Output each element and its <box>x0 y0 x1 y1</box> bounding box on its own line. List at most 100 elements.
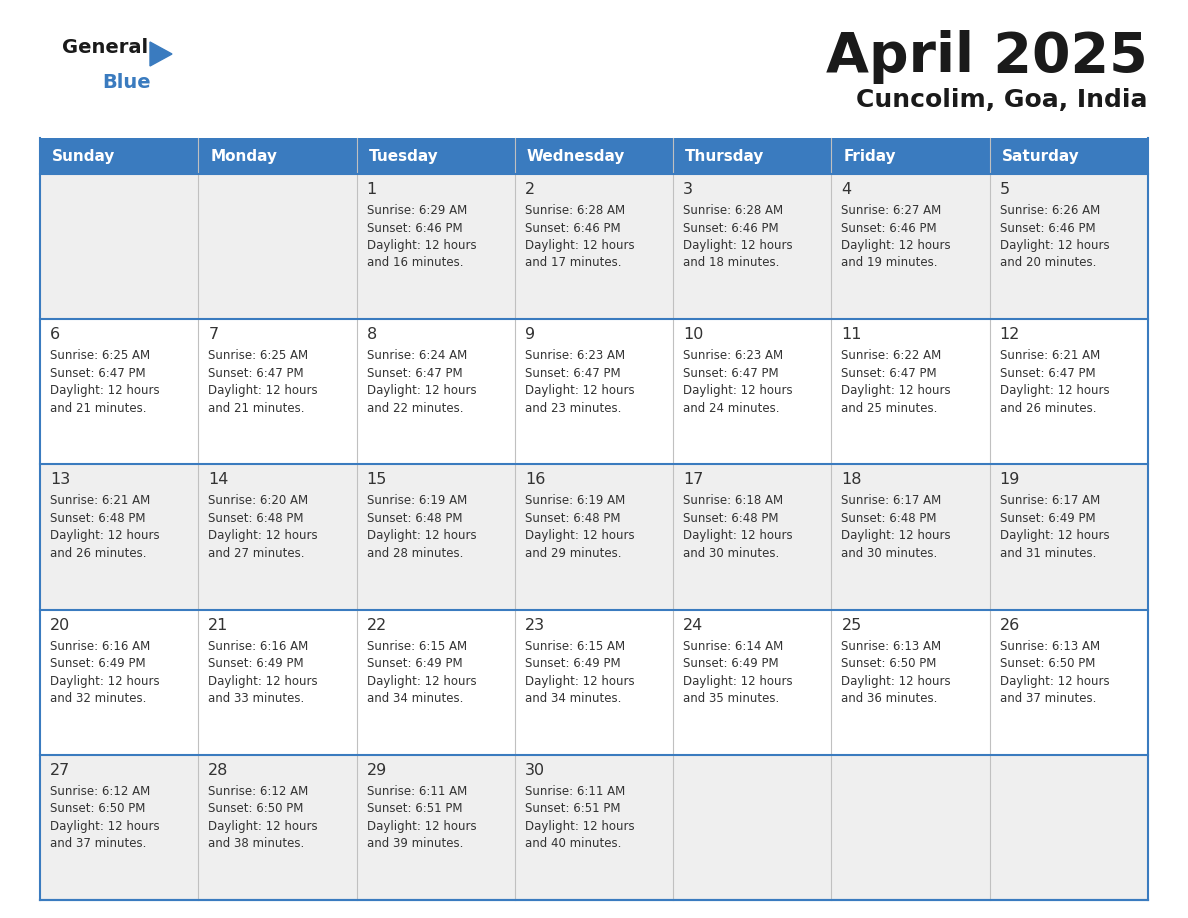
Text: Daylight: 12 hours: Daylight: 12 hours <box>208 530 318 543</box>
Text: Daylight: 12 hours: Daylight: 12 hours <box>367 385 476 397</box>
Text: and 39 minutes.: and 39 minutes. <box>367 837 463 850</box>
Text: Sunrise: 6:16 AM: Sunrise: 6:16 AM <box>208 640 309 653</box>
Text: and 26 minutes.: and 26 minutes. <box>1000 402 1097 415</box>
Text: Sunrise: 6:28 AM: Sunrise: 6:28 AM <box>525 204 625 217</box>
Text: and 37 minutes.: and 37 minutes. <box>1000 692 1097 705</box>
Text: Sunset: 6:47 PM: Sunset: 6:47 PM <box>208 366 304 380</box>
Text: and 17 minutes.: and 17 minutes. <box>525 256 621 270</box>
Text: and 34 minutes.: and 34 minutes. <box>525 692 621 705</box>
Text: Sunset: 6:50 PM: Sunset: 6:50 PM <box>841 657 937 670</box>
Text: Sunset: 6:48 PM: Sunset: 6:48 PM <box>367 512 462 525</box>
Text: and 27 minutes.: and 27 minutes. <box>208 547 305 560</box>
Text: 19: 19 <box>1000 473 1020 487</box>
Text: and 16 minutes.: and 16 minutes. <box>367 256 463 270</box>
Text: and 22 minutes.: and 22 minutes. <box>367 402 463 415</box>
Text: Blue: Blue <box>102 73 151 92</box>
Text: 12: 12 <box>1000 327 1020 342</box>
Text: Sunrise: 6:17 AM: Sunrise: 6:17 AM <box>1000 495 1100 508</box>
Text: Daylight: 12 hours: Daylight: 12 hours <box>367 239 476 252</box>
Text: 1: 1 <box>367 182 377 197</box>
Text: Sunrise: 6:16 AM: Sunrise: 6:16 AM <box>50 640 150 653</box>
Text: Daylight: 12 hours: Daylight: 12 hours <box>367 820 476 833</box>
Text: 9: 9 <box>525 327 535 342</box>
Bar <box>40 174 1148 319</box>
Text: 6: 6 <box>50 327 61 342</box>
Text: Sunset: 6:47 PM: Sunset: 6:47 PM <box>50 366 146 380</box>
Text: and 28 minutes.: and 28 minutes. <box>367 547 463 560</box>
Text: Daylight: 12 hours: Daylight: 12 hours <box>683 530 792 543</box>
Text: 15: 15 <box>367 473 387 487</box>
Text: 7: 7 <box>208 327 219 342</box>
Text: Sunset: 6:49 PM: Sunset: 6:49 PM <box>683 657 779 670</box>
Text: Sunset: 6:49 PM: Sunset: 6:49 PM <box>367 657 462 670</box>
Text: Sunrise: 6:12 AM: Sunrise: 6:12 AM <box>208 785 309 798</box>
Text: 14: 14 <box>208 473 228 487</box>
Text: Daylight: 12 hours: Daylight: 12 hours <box>208 820 318 833</box>
Text: Sunset: 6:49 PM: Sunset: 6:49 PM <box>525 657 620 670</box>
Text: Sunset: 6:50 PM: Sunset: 6:50 PM <box>1000 657 1095 670</box>
Text: Sunset: 6:48 PM: Sunset: 6:48 PM <box>208 512 304 525</box>
Text: Sunset: 6:51 PM: Sunset: 6:51 PM <box>525 802 620 815</box>
Text: Sunrise: 6:23 AM: Sunrise: 6:23 AM <box>525 349 625 363</box>
Text: Sunrise: 6:15 AM: Sunrise: 6:15 AM <box>525 640 625 653</box>
Text: and 34 minutes.: and 34 minutes. <box>367 692 463 705</box>
Text: 30: 30 <box>525 763 545 778</box>
Text: and 21 minutes.: and 21 minutes. <box>208 402 305 415</box>
Text: 25: 25 <box>841 618 861 633</box>
Text: Sunrise: 6:24 AM: Sunrise: 6:24 AM <box>367 349 467 363</box>
Text: Daylight: 12 hours: Daylight: 12 hours <box>683 385 792 397</box>
Text: Sunrise: 6:18 AM: Sunrise: 6:18 AM <box>683 495 783 508</box>
Text: Sunrise: 6:27 AM: Sunrise: 6:27 AM <box>841 204 942 217</box>
Text: Sunset: 6:49 PM: Sunset: 6:49 PM <box>50 657 146 670</box>
Bar <box>40 465 1148 610</box>
Text: Daylight: 12 hours: Daylight: 12 hours <box>1000 385 1110 397</box>
Text: Sunrise: 6:21 AM: Sunrise: 6:21 AM <box>1000 349 1100 363</box>
Text: 27: 27 <box>50 763 70 778</box>
Text: and 30 minutes.: and 30 minutes. <box>841 547 937 560</box>
Text: Daylight: 12 hours: Daylight: 12 hours <box>525 820 634 833</box>
Text: 22: 22 <box>367 618 387 633</box>
Text: Daylight: 12 hours: Daylight: 12 hours <box>208 675 318 688</box>
Text: Sunset: 6:49 PM: Sunset: 6:49 PM <box>208 657 304 670</box>
Text: Daylight: 12 hours: Daylight: 12 hours <box>50 385 159 397</box>
Text: Sunset: 6:47 PM: Sunset: 6:47 PM <box>841 366 937 380</box>
Text: and 35 minutes.: and 35 minutes. <box>683 692 779 705</box>
Text: and 23 minutes.: and 23 minutes. <box>525 402 621 415</box>
Bar <box>40 138 1148 174</box>
Text: Sunrise: 6:14 AM: Sunrise: 6:14 AM <box>683 640 783 653</box>
Text: and 25 minutes.: and 25 minutes. <box>841 402 937 415</box>
Text: and 38 minutes.: and 38 minutes. <box>208 837 304 850</box>
Text: and 32 minutes.: and 32 minutes. <box>50 692 146 705</box>
Text: Saturday: Saturday <box>1001 149 1080 163</box>
Text: Sunset: 6:46 PM: Sunset: 6:46 PM <box>525 221 620 234</box>
Text: Sunset: 6:46 PM: Sunset: 6:46 PM <box>367 221 462 234</box>
Text: Sunset: 6:51 PM: Sunset: 6:51 PM <box>367 802 462 815</box>
Text: Sunrise: 6:15 AM: Sunrise: 6:15 AM <box>367 640 467 653</box>
Text: 21: 21 <box>208 618 228 633</box>
Text: Daylight: 12 hours: Daylight: 12 hours <box>50 675 159 688</box>
Text: and 29 minutes.: and 29 minutes. <box>525 547 621 560</box>
Text: Monday: Monday <box>210 149 277 163</box>
Text: General: General <box>62 38 148 57</box>
Text: Sunset: 6:49 PM: Sunset: 6:49 PM <box>1000 512 1095 525</box>
Text: Daylight: 12 hours: Daylight: 12 hours <box>683 675 792 688</box>
Text: Daylight: 12 hours: Daylight: 12 hours <box>841 385 952 397</box>
Text: and 20 minutes.: and 20 minutes. <box>1000 256 1097 270</box>
Bar <box>40 610 1148 755</box>
Text: 24: 24 <box>683 618 703 633</box>
Text: Tuesday: Tuesday <box>368 149 438 163</box>
Text: Sunset: 6:47 PM: Sunset: 6:47 PM <box>367 366 462 380</box>
Text: Sunrise: 6:25 AM: Sunrise: 6:25 AM <box>50 349 150 363</box>
Text: Daylight: 12 hours: Daylight: 12 hours <box>50 820 159 833</box>
Text: Daylight: 12 hours: Daylight: 12 hours <box>841 675 952 688</box>
Text: Sunday: Sunday <box>52 149 115 163</box>
Text: 5: 5 <box>1000 182 1010 197</box>
Text: Sunrise: 6:26 AM: Sunrise: 6:26 AM <box>1000 204 1100 217</box>
Text: 3: 3 <box>683 182 693 197</box>
Text: 28: 28 <box>208 763 228 778</box>
Text: Sunset: 6:48 PM: Sunset: 6:48 PM <box>525 512 620 525</box>
Text: Daylight: 12 hours: Daylight: 12 hours <box>367 675 476 688</box>
Text: Sunrise: 6:22 AM: Sunrise: 6:22 AM <box>841 349 942 363</box>
Text: Sunset: 6:47 PM: Sunset: 6:47 PM <box>683 366 779 380</box>
Text: 23: 23 <box>525 618 545 633</box>
